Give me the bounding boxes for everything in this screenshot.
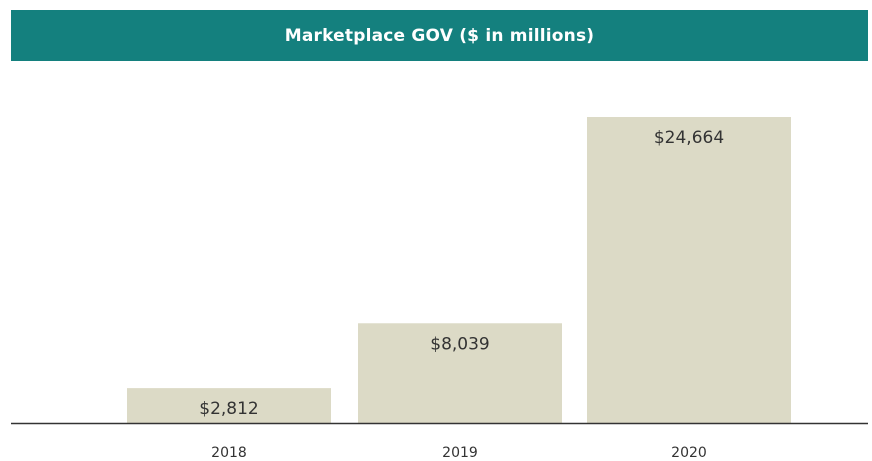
x-tick-label-2019: 2019 [442, 445, 478, 461]
bar-2019 [358, 323, 562, 423]
x-tick-label-2018: 2018 [211, 445, 247, 461]
data-label-2018: $2,812 [199, 399, 258, 419]
bar-2020 [587, 117, 791, 423]
chart-title: Marketplace GOV ($ in millions) [284, 25, 595, 46]
data-label-2019: $8,039 [430, 334, 489, 354]
x-tick-label-2020: 2020 [671, 445, 707, 461]
chart-title-banner: Marketplace GOV ($ in millions) [11, 10, 868, 61]
data-label-2020: $24,664 [654, 128, 724, 148]
bar-2018 [127, 388, 331, 423]
